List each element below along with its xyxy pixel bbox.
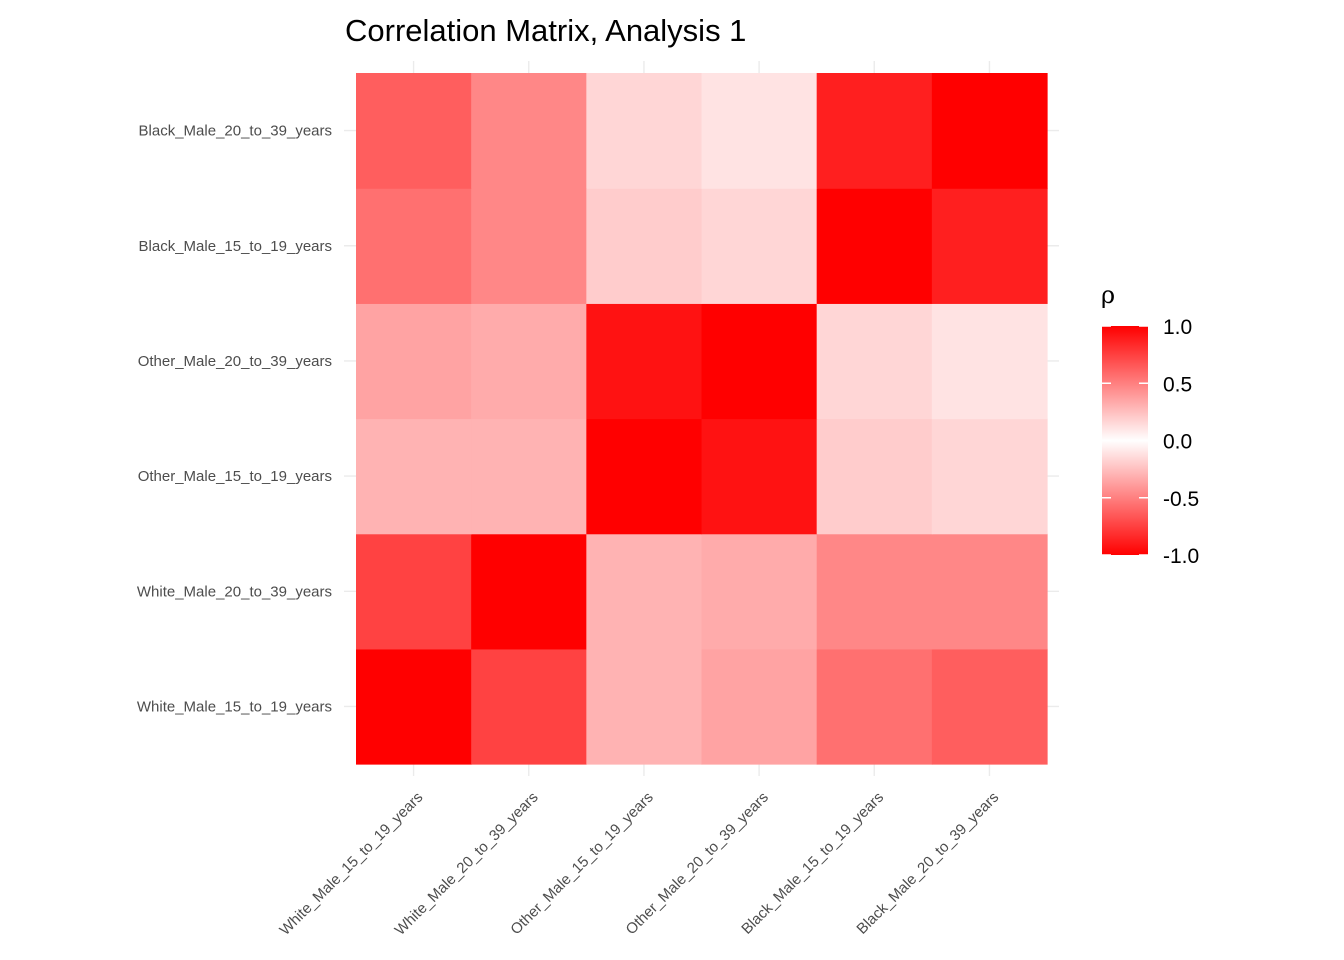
heatmap-cell: [701, 533, 818, 650]
y-tick-label: White_Male_20_to_39_years: [137, 583, 332, 600]
heatmap-cell: [586, 648, 703, 765]
heatmap-cell: [931, 418, 1048, 535]
y-tick-label: White_Male_15_to_19_years: [137, 698, 332, 715]
heatmap-cell: [816, 418, 933, 535]
heatmap-cell: [816, 648, 933, 765]
heatmap-cell: [586, 73, 703, 189]
legend-tick-label: 0.0: [1163, 431, 1192, 454]
heatmap-cell: [356, 533, 472, 650]
heatmap-cell: [701, 73, 818, 189]
y-tick-labels: White_Male_15_to_19_years White_Male_20_t…: [137, 123, 332, 716]
heatmap-cell: [471, 188, 587, 304]
heatmap-cell: [586, 418, 703, 535]
heatmap-cell: [356, 418, 472, 535]
heatmap-cell: [816, 303, 933, 420]
heatmap-cell: [356, 73, 472, 189]
y-tick-label: Other_Male_15_to_19_years: [138, 468, 332, 485]
legend-tick-label: 0.5: [1163, 373, 1192, 396]
heatmap-cell: [931, 648, 1048, 765]
chart-title: Correlation Matrix, Analysis 1: [345, 13, 746, 48]
heatmap-cell: [356, 188, 472, 304]
heatmap-cell: [471, 73, 587, 189]
heatmap-cell: [816, 188, 933, 304]
heatmap-cell: [356, 303, 472, 420]
heatmap-cell: [471, 648, 587, 765]
heatmap-cell: [701, 188, 818, 304]
heatmap-cell: [931, 73, 1048, 189]
cells-layer: [356, 73, 1048, 765]
y-tick-label: Other_Male_20_to_39_years: [138, 353, 332, 370]
legend-tick-label: -1.0: [1163, 545, 1199, 568]
legend-title: ρ: [1101, 281, 1115, 309]
heatmap-cell: [586, 303, 703, 420]
heatmap-cell: [586, 188, 703, 304]
heatmap-cell: [701, 303, 818, 420]
heatmap-cell: [356, 648, 472, 765]
heatmap-cell: [816, 533, 933, 650]
heatmap-cell: [931, 533, 1048, 650]
heatmap-cell: [931, 188, 1048, 304]
heatmap-cell: [816, 73, 933, 189]
heatmap-cell: [471, 418, 587, 535]
heatmap-cell: [586, 533, 703, 650]
legend-tick-label: -0.5: [1163, 488, 1199, 511]
y-tick-label: Black_Male_15_to_19_years: [139, 238, 332, 255]
heatmap-cell: [701, 648, 818, 765]
legend: ρ 1.0 0.5 0.0 -0.5 -1.0: [1101, 281, 1199, 568]
heatmap-cell: [471, 303, 587, 420]
y-tick-label: Black_Male_20_to_39_years: [139, 123, 332, 140]
heatmap-cell: [931, 303, 1048, 420]
x-tick-labels: White_Male_15_to_19_yearsWhite_Male_20_t…: [276, 789, 1002, 939]
legend-tick-label: 1.0: [1163, 316, 1192, 339]
heatmap-cell: [701, 418, 818, 535]
heatmap-cell: [471, 533, 587, 650]
